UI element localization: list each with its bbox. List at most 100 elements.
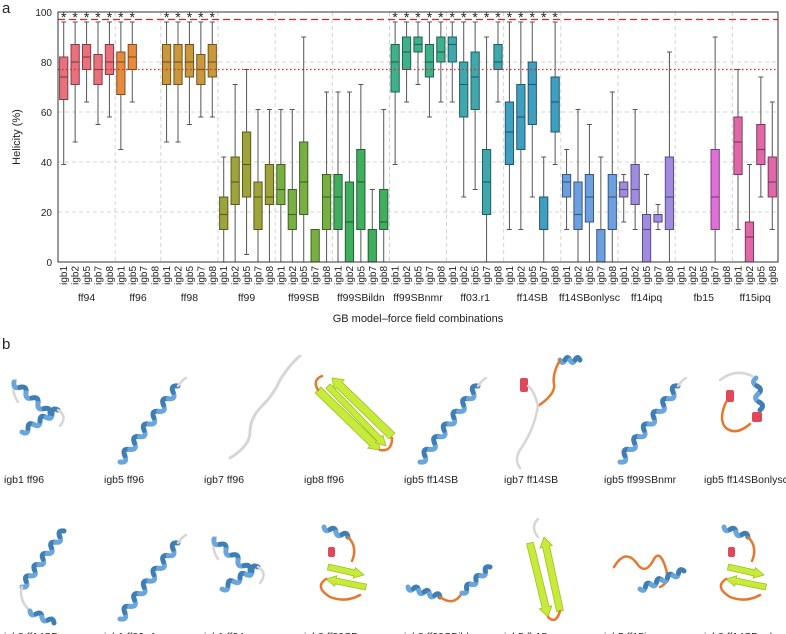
plot-frame: [57, 11, 779, 263]
x-tick-label: igb1: [562, 266, 573, 285]
x-tick-label: igb5: [528, 266, 539, 285]
helix-segment: [572, 355, 583, 363]
box-ff94-igb1: [59, 56, 69, 100]
group-label: ff99SBildn: [337, 292, 385, 304]
x-tick-label: igb8: [608, 266, 619, 285]
significance-star: *: [461, 9, 467, 25]
x-tick-label: igb5: [699, 266, 710, 285]
structure-igb8-ff99sbildn: [405, 564, 493, 603]
helix-segment: [482, 564, 493, 574]
x-tick-label: igb5: [356, 266, 367, 285]
structure-caption: igb8 ff99SB: [304, 631, 358, 634]
structure-caption: igb1 ff96: [4, 474, 44, 486]
x-tick-label: igb2: [745, 266, 756, 285]
x-tick-label: igb2: [688, 266, 699, 285]
structure-gallery: igb1 ff96 igb5 ff96 igb7 ff96 igb8 ff96 igb5…: [4, 354, 786, 634]
beta-strand: [331, 377, 396, 440]
box-ff03.r1-igb1: [447, 36, 457, 63]
x-tick-label: igb8: [105, 266, 116, 285]
coil-segment: [746, 535, 756, 563]
box-ff15ipq-igb2: [744, 221, 755, 263]
coil-segment: [438, 591, 464, 603]
x-tick-label: igb5: [756, 266, 767, 285]
x-tick-label: igb1: [505, 266, 516, 285]
x-tick-label: igb1: [162, 266, 173, 285]
x-tick-label: igb2: [631, 266, 642, 285]
box-ff99SB-igb1: [276, 164, 286, 205]
panel-b-label: b: [2, 336, 10, 353]
y-axis-title: Helicity (%): [11, 109, 23, 165]
beta-strand: [326, 563, 365, 579]
box-ff98-igb1: [161, 44, 172, 85]
significance-star: *: [507, 9, 513, 25]
structure-caption: igb8 ff14SBonlysc: [704, 631, 786, 634]
group-label: ff14SBonlysc: [559, 292, 620, 304]
x-tick-label: igb1: [619, 266, 630, 285]
y-tick-label: 0: [46, 258, 52, 269]
x-tick-label: igb8: [722, 266, 733, 285]
group-label: ff98: [181, 292, 198, 304]
coil-segment: [319, 577, 362, 601]
box-ff99SBildn-igb5: [356, 149, 366, 230]
group-label: ff14SB: [517, 292, 548, 304]
coil-segment: [676, 376, 688, 388]
x-tick-label: igb2: [402, 266, 413, 285]
significance-star: *: [107, 9, 113, 25]
group-label: fb15: [693, 292, 714, 304]
x-tick-label: igb1: [116, 266, 127, 285]
turn-element: [520, 378, 528, 392]
coil-segment: [228, 354, 302, 460]
helicity-box-chart: 0 20 40 60 80 100 igb1 * igb2 * igb5 * igb7 * igb8 * igb…: [11, 8, 779, 325]
x-tick-label: igb2: [345, 266, 356, 285]
y-tick-label: 40: [41, 158, 53, 169]
coil-segment: [719, 577, 762, 601]
significance-star: *: [118, 9, 124, 25]
significance-star: *: [415, 9, 421, 25]
significance-star: *: [175, 9, 181, 25]
box-ff99SBnmr-igb1: [390, 44, 400, 93]
x-tick-label: igb1: [276, 266, 287, 285]
structure-igb5-fb15: [526, 517, 564, 622]
coil-segment: [314, 374, 324, 392]
x-tick-label: igb7: [196, 266, 207, 285]
x-tick-label: igb8: [768, 266, 779, 285]
box-ff94-igb2: [70, 44, 80, 85]
x-tick-label: igb7: [596, 266, 607, 285]
structure-caption: igb5 ff15ipq: [604, 631, 658, 634]
significance-star: *: [164, 9, 170, 25]
significance-star: *: [495, 9, 501, 25]
panel-a-label: a: [2, 0, 11, 17]
significance-star: *: [450, 9, 456, 25]
turn-element: [728, 547, 735, 557]
x-tick-label: igb2: [516, 266, 527, 285]
helix-segment: [241, 562, 253, 574]
structure-igb5-ff14sb: [417, 376, 488, 465]
significance-star: *: [472, 9, 478, 25]
box-ff99-igb1: [219, 196, 229, 230]
box-ff14SBonlysc-igb8: [607, 174, 617, 230]
x-tick-label: igb1: [734, 266, 745, 285]
beta-strand: [526, 541, 553, 618]
box-ff03.r1-igb5: [470, 51, 480, 110]
box-ff99SBnmr-igb7: [424, 44, 435, 78]
structure-caption: igb7 ff96: [204, 474, 244, 486]
box-ff14SBonlysc-igb1: [561, 174, 572, 198]
structure-caption: igb5 ff14SBonlysc: [704, 474, 786, 486]
x-tick-label: igb2: [288, 266, 299, 285]
significance-star: *: [95, 9, 101, 25]
structure-igb5-ff14sbonlysc: [718, 371, 765, 433]
x-tick-label: igb1: [334, 266, 345, 285]
coil-segment: [515, 384, 540, 470]
x-tick-label: igb8: [208, 266, 219, 285]
box-fb15-igb7: [710, 149, 720, 230]
box-ff14SBonlysc-igb2: [573, 181, 583, 230]
structure-caption: igb5 ff99SBnmr: [604, 474, 677, 486]
beta-strand: [725, 575, 768, 591]
structure-caption: igb5 ff96: [104, 474, 144, 486]
box-ff98-igb8: [207, 44, 217, 78]
helix-segment: [41, 405, 53, 417]
x-tick-label: igb1: [391, 266, 402, 285]
coil-segment: [56, 408, 65, 428]
structure-caption: igb1 ff94: [204, 631, 244, 634]
x-tick-label: igb8: [551, 266, 562, 285]
